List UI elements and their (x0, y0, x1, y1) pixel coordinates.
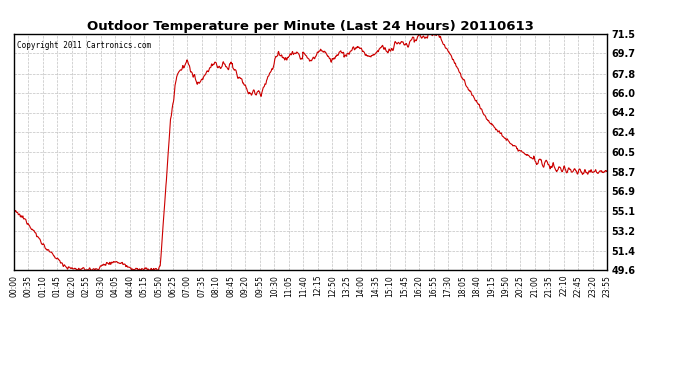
Title: Outdoor Temperature per Minute (Last 24 Hours) 20110613: Outdoor Temperature per Minute (Last 24 … (87, 20, 534, 33)
Text: Copyright 2011 Cartronics.com: Copyright 2011 Cartronics.com (17, 41, 151, 50)
